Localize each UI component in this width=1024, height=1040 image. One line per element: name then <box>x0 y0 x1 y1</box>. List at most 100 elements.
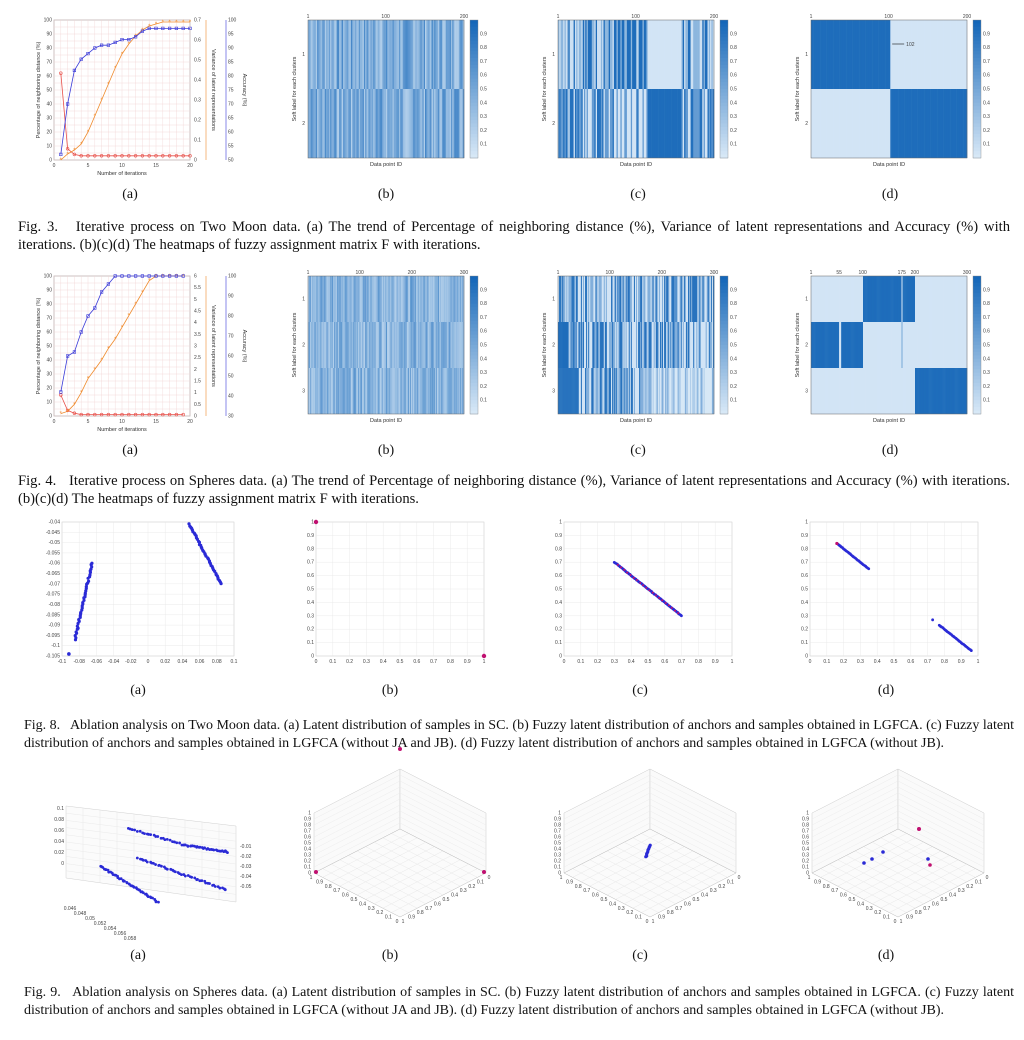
heatmap-cell <box>923 322 925 368</box>
colorbar-cell <box>720 403 728 408</box>
heatmap-cell <box>388 322 390 368</box>
series-point-right1: * <box>60 158 63 164</box>
left-tick-label: 80 <box>46 46 52 52</box>
heatmap-cell <box>589 322 591 368</box>
heatmap-cell <box>915 322 917 368</box>
heatmap-cell <box>863 89 865 158</box>
heatmap-cell <box>920 322 922 368</box>
heatmap-cell <box>886 20 888 89</box>
heatmap-cell <box>868 322 870 368</box>
colorbar-cell <box>720 358 728 363</box>
grid-line <box>649 810 737 856</box>
colorbar-cell <box>973 78 981 83</box>
heatmap-cell <box>318 368 320 414</box>
heatmap-cell <box>378 368 381 414</box>
heatmap-cell <box>561 322 563 368</box>
heatmap-cell <box>915 368 917 414</box>
heatmap-cell <box>879 322 881 368</box>
fig8-sublabel-c: (c) <box>632 683 648 698</box>
x-tick-label: 100 <box>381 14 390 20</box>
heatmap-cell <box>308 322 310 368</box>
grid-line <box>563 786 651 832</box>
heatmap-cell <box>365 368 367 414</box>
heatmap-cell <box>610 89 612 158</box>
heatmap-cell <box>357 276 360 322</box>
heatmap-cell <box>841 322 843 368</box>
x-tick-label: 0.6 <box>342 893 349 899</box>
heatmap-cell <box>370 368 372 414</box>
heatmap-cell <box>885 89 887 158</box>
heatmap-cell <box>689 20 691 89</box>
heatmap-cell <box>850 368 852 414</box>
heatmap-cell <box>857 368 860 414</box>
heatmap-cell <box>829 89 831 158</box>
heatmap-cell <box>949 368 951 414</box>
x-tick-label: 1 <box>307 270 310 276</box>
x-tick-label: -0.02 <box>125 659 137 665</box>
x-tick-label: 0 <box>894 919 897 925</box>
heatmap-cell <box>869 89 872 158</box>
heatmap-cell <box>689 276 691 322</box>
series-point-right1: * <box>162 20 165 26</box>
heatmap-cell <box>309 368 311 414</box>
y-axis-label: Soft label for each clusters <box>292 312 298 377</box>
heatmap-cell <box>876 89 878 158</box>
heatmap-cell <box>840 276 842 322</box>
right2-tick-label: 50 <box>228 374 234 380</box>
heatmap-cell <box>454 322 456 368</box>
heatmap-cell <box>681 276 684 322</box>
heatmap-cell <box>952 89 955 158</box>
heatmap-cell <box>379 89 382 158</box>
colorbar-cell <box>720 75 728 80</box>
heatmap-cell <box>561 368 563 414</box>
heatmap-cell <box>664 89 667 158</box>
colorbar-cell <box>470 382 478 387</box>
right2-tick-label: 65 <box>228 116 234 122</box>
heatmap-cell <box>674 322 676 368</box>
heatmap-cell <box>956 368 958 414</box>
heatmap-cell <box>608 89 611 158</box>
heatmap-cell <box>599 89 602 158</box>
heatmap-cell <box>400 276 402 322</box>
heatmap-cell <box>581 20 583 89</box>
heatmap-cell <box>904 89 907 158</box>
right2-tick-label: 95 <box>228 32 234 38</box>
y-tick-label: 0.1 <box>477 879 484 885</box>
heatmap-cell <box>846 89 848 158</box>
heatmap-cell <box>354 276 357 322</box>
colorbar-tick-label: 0.8 <box>480 45 487 51</box>
heatmap-cell <box>311 20 314 89</box>
colorbar-cell <box>720 331 728 336</box>
right1-tick-label: 3.5 <box>194 332 201 338</box>
heatmap-cell <box>354 322 357 368</box>
heatmap-cell <box>616 276 618 322</box>
heatmap-cell <box>934 20 937 89</box>
heatmap-cell <box>444 322 446 368</box>
heatmap-cell <box>925 276 927 322</box>
heatmap-cell <box>339 322 341 368</box>
heatmap-cell <box>376 20 379 89</box>
x-tick-label: 100 <box>858 270 867 276</box>
grid-line <box>65 856 237 880</box>
heatmap-cell <box>957 322 959 368</box>
heatmap-cell <box>838 20 840 89</box>
heatmap-cell <box>939 89 942 158</box>
series-point-left <box>140 412 145 417</box>
y-tick-label: 0 <box>61 861 64 867</box>
heatmap-cell <box>581 276 584 322</box>
heatmap-cell <box>384 89 387 158</box>
heatmap-cell <box>953 276 955 322</box>
heatmap-cell <box>698 89 700 158</box>
heatmap-cell <box>312 322 314 368</box>
heatmap-cell <box>882 276 885 322</box>
heatmap-cell <box>837 276 839 322</box>
data-point <box>67 652 71 656</box>
heatmap-cell <box>360 368 362 414</box>
heatmap-cell <box>911 20 913 89</box>
heatmap-cell <box>378 322 381 368</box>
heatmap-cell <box>930 20 933 89</box>
heatmap-cell <box>708 89 711 158</box>
heatmap-cell <box>376 322 378 368</box>
heatmap-cell <box>612 368 614 414</box>
heatmap-cell <box>903 322 905 368</box>
